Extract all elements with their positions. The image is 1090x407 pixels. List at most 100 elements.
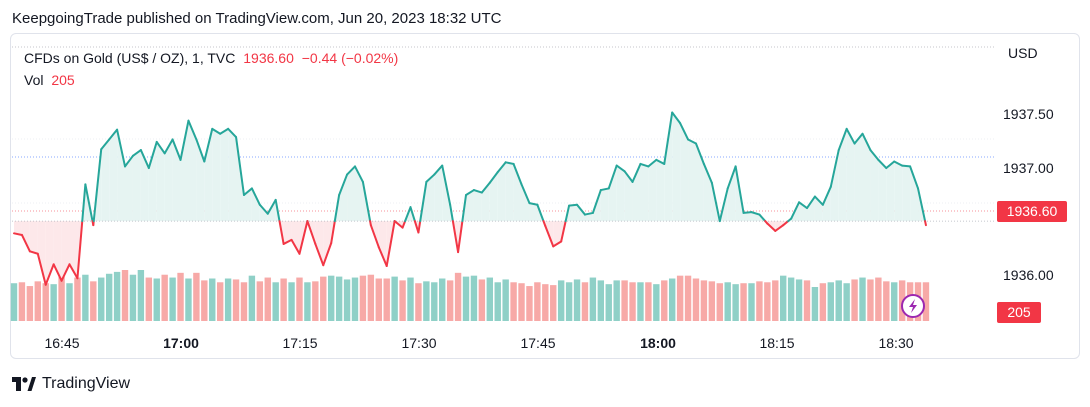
volume-bar: [129, 274, 137, 321]
price-line-segment: [92, 148, 103, 223]
price-line-segment: [187, 119, 198, 141]
volume-bar: [589, 277, 597, 321]
volume-bar: [875, 277, 882, 321]
price-line-segment: [806, 195, 816, 210]
volume-bar: [867, 279, 874, 321]
footer-brand[interactable]: TradingView: [42, 375, 131, 392]
price-line-segment: [924, 220, 927, 227]
area-above-baseline: [117, 129, 126, 222]
volume-bar: [58, 276, 65, 321]
area-below-baseline: [323, 221, 332, 266]
price-line-segment: [758, 213, 767, 223]
price-line-segment: [250, 187, 261, 206]
area-above-baseline: [680, 123, 689, 222]
price-line-segment: [710, 181, 721, 223]
legend-vol-label[interactable]: Vol: [24, 72, 44, 88]
volume-bar: [716, 283, 723, 321]
price-line-segment: [679, 122, 690, 141]
area-above-baseline: [854, 133, 863, 222]
price-line-segment: [433, 164, 444, 176]
volume-bar: [764, 282, 771, 321]
price-line-segment: [278, 220, 285, 245]
price-line-segment: [195, 138, 206, 163]
volume-bar: [26, 286, 34, 321]
price-line-segment: [28, 250, 39, 255]
price-line-segment: [451, 220, 460, 254]
volume-bar: [66, 283, 73, 321]
volume-bar: [486, 277, 493, 321]
lightning-bolt-icon: [909, 299, 917, 313]
area-above-baseline: [426, 174, 435, 222]
volume-bar: [351, 277, 359, 321]
price-line-segment: [774, 224, 785, 232]
volume-bar: [613, 280, 620, 321]
volume-bar: [557, 280, 565, 321]
volume-bar: [216, 282, 224, 321]
price-line-segment: [100, 138, 111, 151]
volume-bar: [304, 282, 311, 321]
area-above-baseline: [846, 128, 855, 222]
price-line-segment: [219, 127, 230, 135]
volume-bar: [439, 278, 446, 321]
price-line-segment: [441, 164, 452, 206]
tradingview-logo-icon[interactable]: [12, 377, 36, 391]
price-line-segment: [663, 111, 674, 165]
area-below-baseline: [378, 221, 387, 266]
price-line-segment: [909, 165, 920, 190]
area-above-baseline: [656, 159, 665, 222]
price-line-segment: [235, 136, 245, 196]
price-line-segment: [607, 164, 618, 190]
volume-bar: [359, 275, 367, 321]
price-tick: 1937.50: [1003, 106, 1054, 122]
area-above-baseline: [743, 212, 752, 222]
volume-bar: [248, 275, 256, 321]
volume-bar: [280, 278, 287, 321]
legend-symbol[interactable]: CFDs on Gold (US$ / OZ), 1, TVC: [24, 50, 236, 66]
price-tick: 1937.00: [1003, 160, 1054, 176]
volume-bar: [597, 280, 605, 321]
price-line-segment: [837, 127, 848, 152]
volume-bar: [240, 282, 248, 321]
area-above-baseline: [243, 188, 252, 222]
volume-bar: [883, 281, 890, 321]
price-line-segment: [13, 232, 23, 236]
price-line-segment: [798, 201, 808, 210]
volume-bar: [320, 276, 327, 321]
price-line-segment: [528, 202, 539, 206]
time-tick: 17:15: [282, 335, 318, 351]
price-line-segment: [576, 203, 586, 216]
area-above-baseline: [489, 172, 498, 222]
last-price-badge: 1936.60: [997, 201, 1067, 222]
price-line-segment: [853, 132, 864, 145]
area-below-baseline: [53, 221, 62, 281]
volume-bar: [74, 277, 81, 321]
area-below-baseline: [37, 221, 46, 285]
price-line-segment: [116, 128, 127, 168]
price-line-segment: [20, 233, 31, 253]
area-above-baseline: [640, 163, 649, 222]
volume-bar: [446, 280, 454, 321]
volume-bar: [264, 277, 271, 321]
time-tick: 17:30: [401, 335, 437, 351]
volume-bar: [645, 282, 652, 321]
price-line-segment: [496, 161, 507, 174]
area-above-baseline: [228, 128, 237, 222]
price-line-segment: [322, 242, 333, 267]
price-line-segment: [623, 170, 634, 183]
time-tick: 18:15: [759, 335, 795, 351]
volume-bar: [676, 275, 684, 321]
volume-badge: 205: [997, 302, 1041, 323]
area-above-baseline: [212, 128, 221, 222]
volume-bar: [272, 282, 279, 321]
volume-bar: [732, 284, 739, 321]
price-line-segment: [544, 224, 555, 248]
currency-label[interactable]: USD: [1008, 45, 1038, 61]
area-above-baseline: [339, 174, 348, 222]
volume-bar: [668, 278, 676, 321]
volume-bar: [803, 280, 811, 321]
price-line-segment: [338, 173, 349, 196]
volume-bar: [795, 279, 803, 321]
price-line-segment: [60, 263, 71, 282]
volume-bar: [526, 286, 533, 321]
